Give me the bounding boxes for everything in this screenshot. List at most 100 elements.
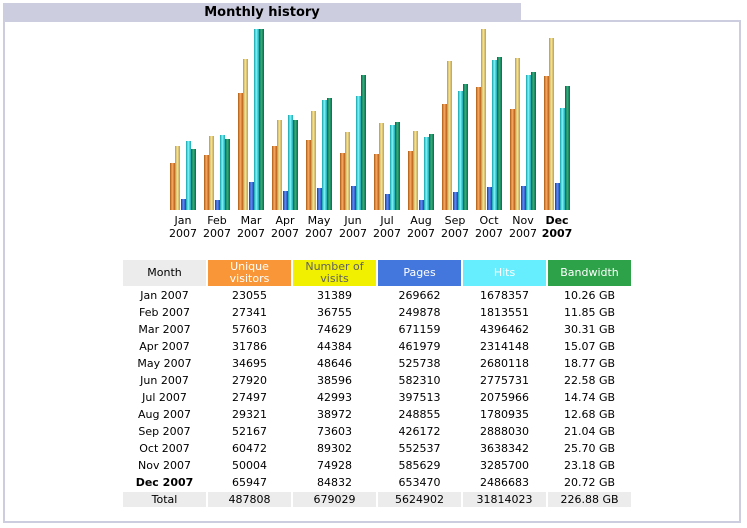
cell-unique: 65947 — [232, 476, 267, 489]
x-tick-year: 2007 — [305, 227, 333, 240]
cell-visits: 74928 — [317, 459, 352, 472]
table-row: Jan 2007 23055 31389 269662 1678357 10.26 GB — [123, 288, 631, 303]
cell-month: Oct 2007 — [139, 442, 190, 455]
x-tick-month: Aug — [410, 214, 432, 227]
cell-hits: 3638342 — [480, 442, 529, 455]
x-tick-year: 2007 — [441, 227, 469, 240]
cell-hits: 2314148 — [480, 340, 529, 353]
cell-bandwidth: 25.70 GB — [563, 442, 616, 455]
cell-visits: 38596 — [317, 374, 352, 387]
x-tick-month: Nov — [512, 214, 534, 227]
x-tick-month: Jan — [174, 214, 192, 227]
table-row: Nov 2007 50004 74928 585629 3285700 23.18 GB — [123, 458, 631, 473]
monthly-history-table: Month Unique visitors Number of visits P… — [121, 258, 633, 509]
cell-bandwidth: 18.77 GB — [563, 357, 616, 370]
cell-month: Aug 2007 — [138, 408, 191, 421]
cell-pages: 397513 — [398, 391, 441, 404]
section-title: Monthly history — [3, 3, 521, 22]
x-tick-year: 2007 — [169, 227, 197, 240]
x-tick-year: 2007 — [475, 227, 503, 240]
x-tick-year: 2007 — [509, 227, 537, 240]
table-row: Apr 2007 31786 44384 461979 2314148 15.07 GB — [123, 339, 631, 354]
cell-month: Jun 2007 — [140, 374, 189, 387]
cell-month: Apr 2007 — [139, 340, 190, 353]
cell-pages: 525738 — [398, 357, 441, 370]
cell-bandwidth: 15.07 GB — [563, 340, 616, 353]
cell-visits: 48646 — [317, 357, 352, 370]
x-tick-label: Feb 2007 — [197, 214, 237, 240]
table-row: Oct 2007 60472 89302 552537 3638342 25.70 GB — [123, 441, 631, 456]
col-pages-header: Pages — [378, 260, 461, 286]
table-row: May 2007 34695 48646 525738 2680118 18.77 GB — [123, 356, 631, 371]
cell-hits: 1678357 — [480, 289, 529, 302]
cell-unique: 23055 — [232, 289, 267, 302]
cell-hits: 2075966 — [480, 391, 529, 404]
cell-hits: 2775731 — [480, 374, 529, 387]
table-total-row: Total 487808 679029 5624902 31814023 226.88 G… — [123, 492, 631, 507]
x-tick-label: Nov 2007 — [503, 214, 543, 240]
x-tick-year: 2007 — [237, 227, 265, 240]
x-tick-label: Dec 2007 — [537, 214, 577, 240]
cell-month: Sep 2007 — [138, 425, 191, 438]
cell-unique: 34695 — [232, 357, 267, 370]
cell-month: Mar 2007 — [138, 323, 191, 336]
table-row: Jun 2007 27920 38596 582310 2775731 22.58 GB — [123, 373, 631, 388]
cell-month: Dec 2007 — [135, 476, 194, 489]
cell-unique: 27497 — [232, 391, 267, 404]
cell-bandwidth: 22.58 GB — [563, 374, 616, 387]
x-tick-label: Oct 2007 — [469, 214, 509, 240]
cell-bandwidth: 30.31 GB — [563, 323, 616, 336]
x-tick-year: 2007 — [271, 227, 299, 240]
x-tick-label: Apr 2007 — [265, 214, 305, 240]
cell-month: Jan 2007 — [140, 289, 189, 302]
cell-bandwidth: 20.72 GB — [563, 476, 616, 489]
cell-unique: 31786 — [232, 340, 267, 353]
cell-hits: 4396462 — [480, 323, 529, 336]
cell-visits: 44384 — [317, 340, 352, 353]
total-month: Total — [123, 492, 206, 507]
x-tick-label: Mar 2007 — [231, 214, 271, 240]
cell-month: May 2007 — [137, 357, 192, 370]
x-tick-month: Jun — [344, 214, 362, 227]
table-row: Jul 2007 27497 42993 397513 2075966 14.74 GB — [123, 390, 631, 405]
cell-bandwidth: 12.68 GB — [563, 408, 616, 421]
col-visits-header: Number of visits — [293, 260, 376, 286]
col-hits-header: Hits — [463, 260, 546, 286]
x-tick-year: 2007 — [541, 227, 573, 240]
cell-pages: 582310 — [398, 374, 441, 387]
x-tick-month: Jul — [380, 214, 394, 227]
cell-pages: 426172 — [398, 425, 441, 438]
cell-hits: 2888030 — [480, 425, 529, 438]
x-tick-label: Sep 2007 — [435, 214, 475, 240]
x-tick-label: Jan 2007 — [163, 214, 203, 240]
cell-unique: 52167 — [232, 425, 267, 438]
cell-visits: 36755 — [317, 306, 352, 319]
table-header-row: Month Unique visitors Number of visits P… — [123, 260, 631, 286]
cell-pages: 671159 — [398, 323, 441, 336]
col-unique-visitors-header: Unique visitors — [208, 260, 291, 286]
x-tick-label: May 2007 — [299, 214, 339, 240]
cell-bandwidth: 14.74 GB — [563, 391, 616, 404]
cell-month: Jul 2007 — [142, 391, 187, 404]
cell-visits: 38972 — [317, 408, 352, 421]
cell-month: Feb 2007 — [139, 306, 190, 319]
cell-bandwidth: 21.04 GB — [563, 425, 616, 438]
cell-bandwidth: 23.18 GB — [563, 459, 616, 472]
x-tick-month: Feb — [207, 214, 227, 227]
cell-pages: 249878 — [398, 306, 441, 319]
cell-pages: 653470 — [398, 476, 441, 489]
cell-visits: 31389 — [317, 289, 352, 302]
cell-pages: 552537 — [398, 442, 441, 455]
x-tick-label: Aug 2007 — [401, 214, 441, 240]
total-unique: 487808 — [208, 492, 291, 507]
cell-bandwidth: 11.85 GB — [563, 306, 616, 319]
cell-visits: 73603 — [317, 425, 352, 438]
table-row: Dec 2007 65947 84832 653470 2486683 20.72 GB — [123, 475, 631, 490]
cell-pages: 248855 — [398, 408, 441, 421]
x-tick-month: Oct — [479, 214, 499, 227]
total-pages: 5624902 — [378, 492, 461, 507]
x-tick-month: Apr — [275, 214, 295, 227]
panel-top-border — [521, 20, 741, 22]
cell-pages: 461979 — [398, 340, 441, 353]
x-tick-label: Jul 2007 — [367, 214, 407, 240]
